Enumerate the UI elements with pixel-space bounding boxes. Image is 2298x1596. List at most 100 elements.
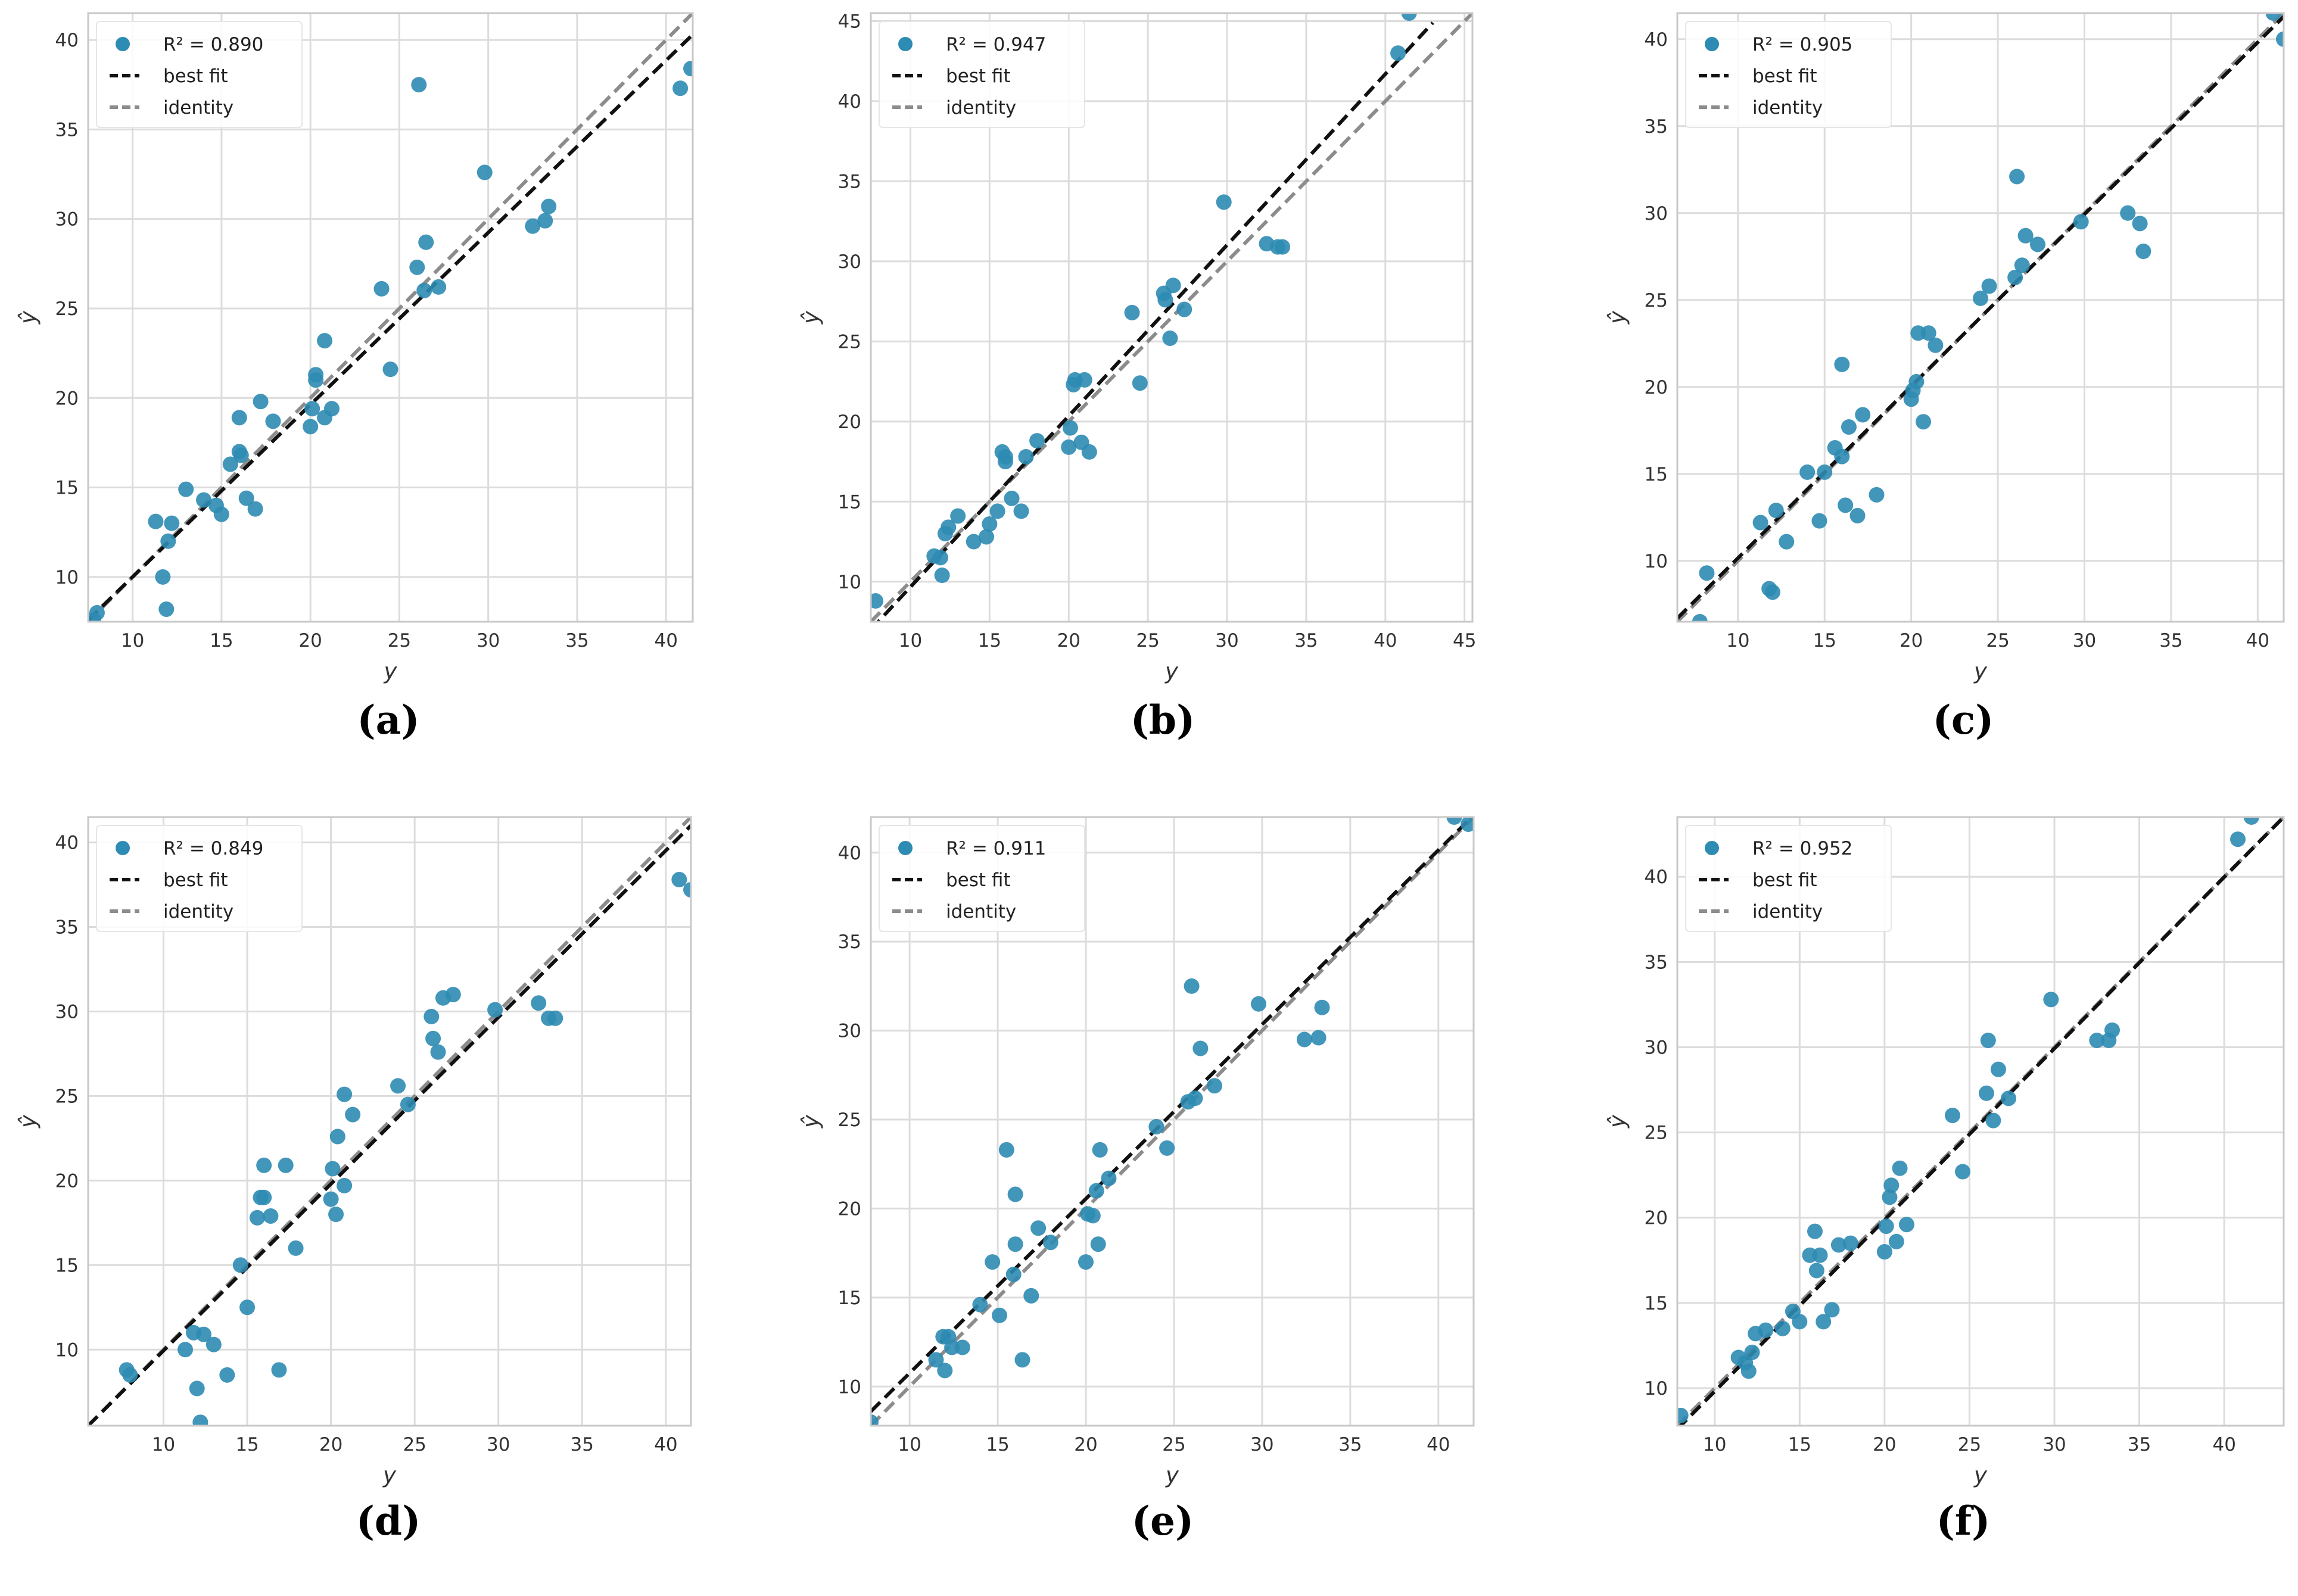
data-point	[1849, 507, 1866, 523]
panel-label-c: (c)	[1932, 697, 1994, 743]
y-tick-label: 25	[1645, 1123, 1668, 1144]
data-point	[1061, 439, 1077, 455]
data-point	[178, 481, 194, 497]
x-tick-label: 20	[1873, 1434, 1896, 1455]
data-point	[531, 995, 547, 1011]
x-tick-label: 15	[978, 630, 1001, 652]
data-point	[1030, 1220, 1047, 1236]
data-point	[2089, 1033, 2105, 1049]
legend-marker-points	[116, 841, 130, 855]
data-point	[1908, 374, 1925, 390]
legend-box	[879, 21, 1085, 128]
y-tick-label: 10	[838, 572, 861, 593]
legend-best-fit-label: best fit	[1752, 869, 1817, 891]
legend-marker-points	[1705, 841, 1719, 855]
data-point	[416, 282, 432, 298]
x-axis-title: y	[1973, 1463, 1988, 1488]
data-point	[213, 506, 229, 522]
x-tick-label: 35	[1294, 630, 1318, 652]
data-point	[1250, 996, 1266, 1012]
data-point	[288, 1240, 304, 1256]
data-point	[231, 410, 247, 426]
legend-box	[96, 825, 303, 932]
legend: R² = 0.905 best fit identity	[1685, 21, 1892, 128]
data-point	[1029, 433, 1045, 449]
y-tick-label: 30	[1645, 1037, 1668, 1058]
data-point	[1023, 1288, 1039, 1304]
data-point	[1007, 1186, 1023, 1202]
data-point	[1779, 534, 1795, 550]
data-point	[1176, 301, 1192, 317]
data-point	[304, 401, 320, 417]
data-point	[2243, 817, 2259, 825]
data-point	[256, 1189, 272, 1205]
legend: R² = 0.952 best fit identity	[1685, 825, 1892, 932]
data-point	[992, 1307, 1008, 1323]
panel-label-f: (f)	[1936, 1498, 1991, 1544]
data-point	[1841, 419, 1857, 435]
data-point	[89, 604, 105, 621]
y-tick-label: 30	[838, 251, 861, 273]
y-tick-label: 10	[55, 567, 79, 588]
grid	[1677, 817, 2284, 1426]
legend-r2-label: R² = 0.952	[1752, 838, 1852, 859]
data-point	[1088, 1183, 1104, 1199]
data-point	[1883, 1177, 1900, 1193]
data-point	[1824, 1302, 1840, 1318]
y-axis-title: ŷ	[798, 310, 824, 325]
panel-label-d: (d)	[356, 1498, 421, 1544]
y-tick-label: 25	[838, 331, 861, 353]
data-point	[541, 198, 557, 214]
data-point	[1955, 1164, 1971, 1180]
data-point	[1013, 503, 1029, 519]
legend: R² = 0.849 best fit identity	[96, 825, 303, 932]
data-point	[1132, 375, 1148, 391]
data-point	[1842, 1235, 1858, 1251]
data-point	[1007, 1236, 1023, 1252]
legend-marker-points	[1705, 37, 1719, 51]
data-point	[2001, 1090, 2017, 1106]
data-point	[189, 1380, 205, 1396]
y-tick-label: 15	[838, 491, 861, 513]
data-point	[148, 513, 164, 529]
legend-r2-label: R² = 0.911	[946, 838, 1046, 859]
data-point	[1085, 1208, 1101, 1224]
x-tick-label: 10	[898, 1434, 921, 1455]
data-point	[1869, 487, 1885, 503]
panel-label-a: (a)	[357, 697, 420, 743]
grid	[1677, 13, 2284, 622]
data-point	[158, 601, 175, 617]
data-point	[373, 280, 390, 297]
data-point	[196, 492, 212, 508]
data-point	[487, 1002, 503, 1018]
x-tick-label: 25	[388, 630, 411, 652]
data-point	[1799, 464, 1816, 480]
data-point	[390, 1078, 406, 1094]
plot-content	[1677, 817, 2284, 1426]
y-tick-label: 15	[838, 1288, 861, 1309]
x-tick-label: 40	[1427, 1434, 1450, 1455]
y-tick-label: 20	[55, 388, 79, 409]
x-tick-label: 25	[1162, 1434, 1185, 1455]
data-point	[1275, 239, 1291, 255]
data-point	[1216, 194, 1232, 210]
chart-b: 10 15 20 25 30 35 40 45 10 15 20 25 30 35 40 45 y ŷ R² = 0…	[798, 11, 1476, 684]
y-tick-label: 20	[1645, 1208, 1668, 1229]
x-tick-label: 35	[2159, 630, 2182, 652]
data-point	[1314, 999, 1330, 1015]
y-tick-label: 40	[838, 843, 861, 864]
y-tick-label: 35	[838, 171, 861, 192]
y-tick-label: 20	[838, 412, 861, 433]
data-point	[238, 490, 254, 506]
data-point	[430, 1044, 446, 1060]
data-point	[928, 1352, 944, 1368]
data-point	[537, 213, 553, 229]
data-point	[239, 1299, 256, 1316]
data-point	[1744, 1344, 1760, 1360]
data-point	[1101, 1170, 1117, 1186]
data-point	[1078, 1254, 1094, 1270]
x-tick-label: 40	[2212, 1434, 2235, 1455]
data-point	[941, 519, 957, 535]
data-point	[337, 1177, 353, 1193]
data-point	[1916, 414, 1932, 430]
